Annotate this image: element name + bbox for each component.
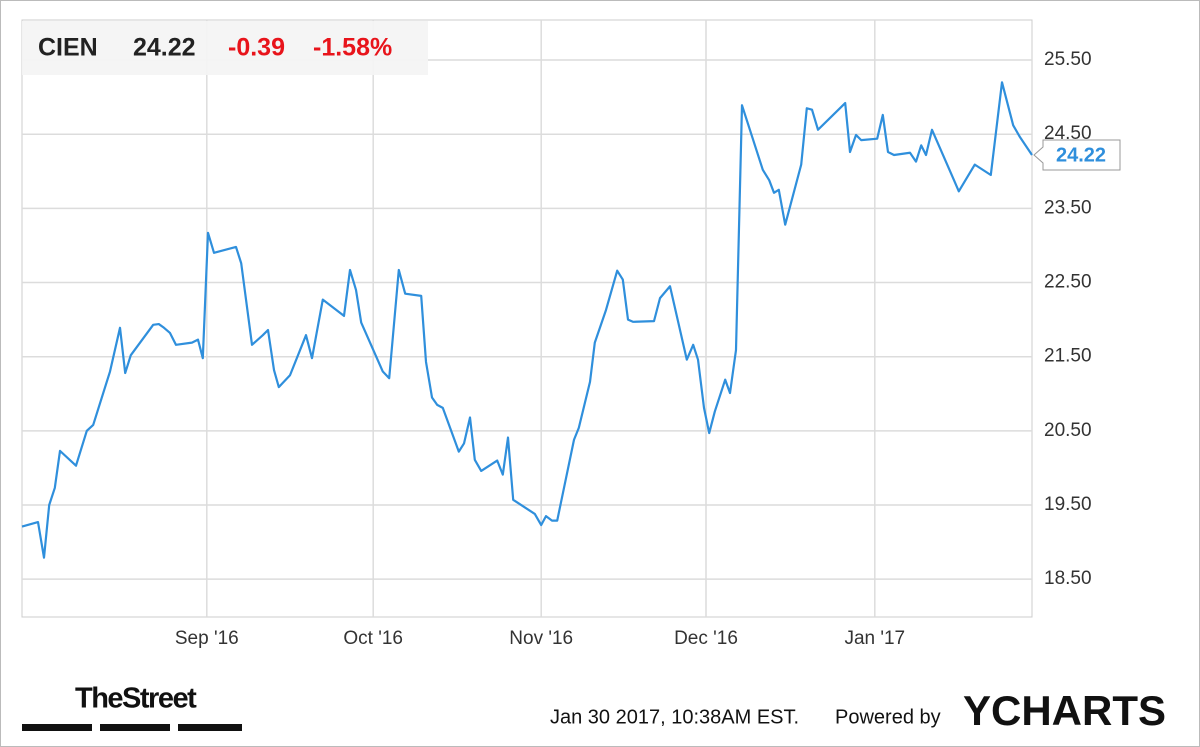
grid bbox=[22, 20, 1032, 617]
y-tick-label: 21.50 bbox=[1044, 346, 1092, 367]
x-tick-label: Nov '16 bbox=[509, 628, 573, 649]
x-tick-label: Oct '16 bbox=[343, 628, 403, 649]
plot-area bbox=[21, 19, 1033, 618]
last-value-tag bbox=[1033, 139, 1121, 171]
y-tick-label: 18.50 bbox=[1044, 568, 1092, 589]
marks bbox=[21, 81, 1033, 559]
y-tick-label: 19.50 bbox=[1044, 494, 1092, 515]
y-tick-label: 22.50 bbox=[1044, 272, 1092, 293]
x-tick-label: Dec '16 bbox=[674, 628, 738, 649]
price: 24.22 bbox=[133, 34, 196, 62]
x-tick-label: Jan '17 bbox=[844, 628, 905, 649]
y-tick-label: 24.50 bbox=[1044, 123, 1092, 144]
timestamp: Jan 30 2017, 10:38AM EST. bbox=[550, 706, 799, 728]
y-tick-label: 20.50 bbox=[1044, 420, 1092, 441]
last-value-label: 24.22 bbox=[1056, 144, 1106, 166]
price-line bbox=[21, 81, 1033, 559]
change: -0.39 bbox=[228, 34, 285, 62]
header-box bbox=[22, 21, 428, 75]
source-logo: TheStreet bbox=[75, 683, 197, 715]
y-tick-label: 25.50 bbox=[1044, 49, 1092, 70]
logo-bar bbox=[100, 724, 170, 731]
y-tick-label: 23.50 bbox=[1044, 197, 1092, 218]
logo-bar bbox=[22, 724, 92, 731]
change-percent: -1.58% bbox=[313, 34, 392, 62]
powered-by: Powered by bbox=[835, 706, 941, 728]
x-tick-label: Sep '16 bbox=[175, 628, 239, 649]
brand-logo: YCHARTS bbox=[963, 687, 1166, 734]
symbol: CIEN bbox=[38, 34, 98, 62]
logo-bar bbox=[178, 724, 242, 731]
